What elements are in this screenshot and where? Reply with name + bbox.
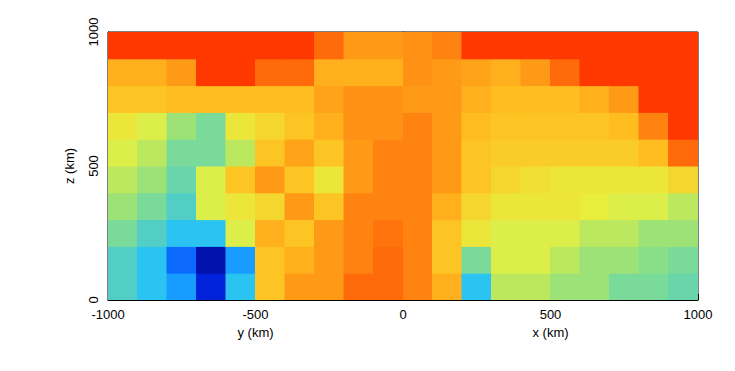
svg-text:0: 0 — [86, 296, 101, 303]
svg-text:z (km): z (km) — [62, 148, 77, 184]
svg-text:-1000: -1000 — [91, 307, 124, 322]
svg-text:1000: 1000 — [684, 307, 713, 322]
svg-text:0: 0 — [399, 307, 406, 322]
svg-text:1000: 1000 — [86, 18, 101, 47]
svg-text:y (km): y (km) — [237, 325, 273, 340]
svg-text:-500: -500 — [242, 307, 268, 322]
svg-text:500: 500 — [540, 307, 562, 322]
svg-text:x (km): x (km) — [532, 325, 568, 340]
svg-text:500: 500 — [86, 155, 101, 177]
